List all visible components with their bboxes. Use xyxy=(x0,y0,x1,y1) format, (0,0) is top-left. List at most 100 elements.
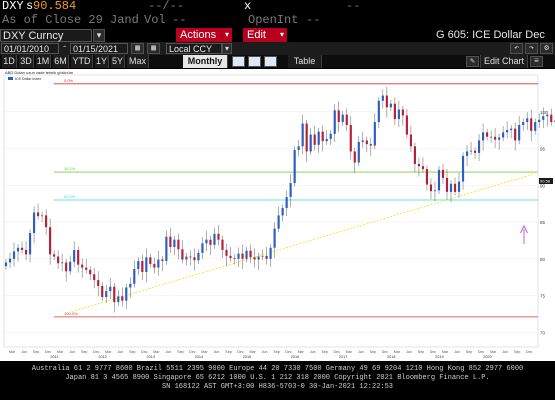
period-tab-5y[interactable]: 5Y xyxy=(111,55,125,68)
period-tab-1y[interactable]: 1Y xyxy=(95,55,109,68)
candle-body xyxy=(341,114,344,123)
edit-chart-button[interactable]: Edit Chart xyxy=(480,55,528,68)
x-month-label: Mar xyxy=(442,350,449,354)
x-month-label: Mar xyxy=(57,350,64,354)
security-dropdown-button[interactable]: ▾ xyxy=(93,29,105,42)
last-price-tag xyxy=(539,178,553,185)
candle-chart-icon[interactable] xyxy=(264,56,277,67)
candle-body xyxy=(518,124,521,141)
x-month-label: Jun xyxy=(214,350,220,354)
period-tab-1d[interactable]: 1D xyxy=(2,55,17,68)
calendar-end-icon[interactable]: ▦ xyxy=(147,43,160,54)
currency-select[interactable]: Local CCY xyxy=(166,43,222,54)
candle-body xyxy=(309,134,312,152)
pct-change: --/-- xyxy=(148,0,185,13)
calendar-icon[interactable]: ▦ xyxy=(131,43,144,54)
candle-body xyxy=(49,227,52,255)
candle-body xyxy=(121,296,124,301)
ticker-label: DXY xyxy=(2,0,24,13)
period-tab-max[interactable]: Max xyxy=(127,55,149,68)
command-bar: DXY Curncy ▾ Actions ▾ Edit ▾ G 605: ICE… xyxy=(0,28,555,42)
settings-icon[interactable]: ⚙ xyxy=(540,43,553,54)
table-button[interactable]: Table xyxy=(288,55,322,68)
candle-body xyxy=(486,132,489,137)
candle-body xyxy=(73,249,76,262)
x-month-label: Sep xyxy=(177,350,183,354)
actions-menu-button[interactable]: Actions ▾ xyxy=(176,28,232,42)
undo-icon[interactable]: ↶ xyxy=(510,43,523,54)
period-tab-1m[interactable]: 1M xyxy=(36,55,51,68)
candle-body xyxy=(16,247,20,252)
more-options-icon[interactable]: ≡ xyxy=(530,56,543,67)
security-input[interactable]: DXY Curncy xyxy=(0,29,92,42)
frequency-text: Monthly xyxy=(187,56,223,66)
candle-body xyxy=(534,122,537,131)
footer-line-3: SN 168122 AST GMT+3:00 H836-5703-0 30-Ja… xyxy=(161,383,394,391)
candle-body xyxy=(225,249,228,256)
candlestick-chart: 70 75 80 85 90 95 100 Mar Jun Sep Dec Mar Jun Sep Dec M… xyxy=(3,70,555,361)
candle-body xyxy=(125,287,128,301)
pencil-icon[interactable]: ✎ xyxy=(466,56,479,67)
candle-body xyxy=(221,239,224,250)
candle-body xyxy=(137,260,140,270)
last-price-label: 90.58 xyxy=(540,179,551,184)
candle-body xyxy=(522,122,525,125)
x-month-label: Mar xyxy=(153,350,160,354)
candle-body xyxy=(293,149,296,184)
candle-body xyxy=(317,131,320,145)
period-tab-3d[interactable]: 3D xyxy=(19,55,34,68)
candle-body xyxy=(281,208,284,216)
candle-body xyxy=(28,233,32,255)
candle-body xyxy=(105,291,108,298)
candle-body xyxy=(305,123,308,152)
candle-body xyxy=(490,136,493,138)
header-row-2: As of Close 29 Jand Vol -- OpenInt -- xyxy=(0,13,555,27)
redo-icon[interactable]: ↷ xyxy=(525,43,538,54)
x-month-label: Jun xyxy=(21,350,27,354)
chevron-down-icon: ▾ xyxy=(224,44,229,53)
period-tab-6m[interactable]: 6M xyxy=(53,55,69,68)
last-price: 90.584 xyxy=(33,0,77,13)
end-date-input[interactable]: 01/15/2021 xyxy=(70,43,128,54)
candle-body xyxy=(265,255,268,259)
x-month-label: Sep xyxy=(225,350,231,354)
candle-body xyxy=(469,150,473,152)
bar-chart-icon[interactable] xyxy=(248,56,261,67)
candle-body xyxy=(101,285,104,298)
footer: Australia 61 2 9777 8600 Brazil 5511 239… xyxy=(0,361,555,400)
candle-body xyxy=(329,133,332,139)
line-chart-icon[interactable] xyxy=(232,56,245,67)
candle-body xyxy=(285,197,288,209)
candle-body xyxy=(401,109,404,116)
x-year-label: 2014 xyxy=(195,355,203,359)
frequency-select[interactable]: Monthly ▼ xyxy=(183,55,228,79)
x-month-label: Sep xyxy=(81,350,87,354)
candle-body xyxy=(12,251,16,259)
period-tab-ytd[interactable]: YTD xyxy=(71,55,93,68)
candle-body xyxy=(325,138,328,142)
vol-label: Vol xyxy=(144,13,166,27)
candle-body xyxy=(445,177,449,192)
candle-body xyxy=(473,150,477,153)
candle-body xyxy=(409,134,412,147)
x-year-label: 2016 xyxy=(291,355,299,359)
candle-body xyxy=(373,122,376,146)
header-row-1: DXY s 90.584 --/-- x -- xyxy=(0,0,555,13)
candle-body xyxy=(32,212,36,234)
candle-body xyxy=(169,236,172,248)
candle-body xyxy=(189,256,192,258)
edit-menu-button[interactable]: Edit ▾ xyxy=(243,28,287,42)
candle-body xyxy=(157,259,160,268)
x-month-label: Mar xyxy=(201,350,208,354)
candle-body xyxy=(261,255,264,257)
x-month-label: Dec xyxy=(45,350,52,354)
actions-chevron-icon: ▾ xyxy=(224,30,229,39)
plot-area xyxy=(3,74,539,348)
currency-dropdown-button[interactable]: ▾ xyxy=(222,43,232,54)
candle-body xyxy=(201,243,204,253)
x-month-label: Jun xyxy=(454,350,460,354)
start-date-input[interactable]: 01/01/2010 xyxy=(1,43,59,54)
x-month-label: Jun xyxy=(69,350,75,354)
candle-body xyxy=(237,253,240,259)
